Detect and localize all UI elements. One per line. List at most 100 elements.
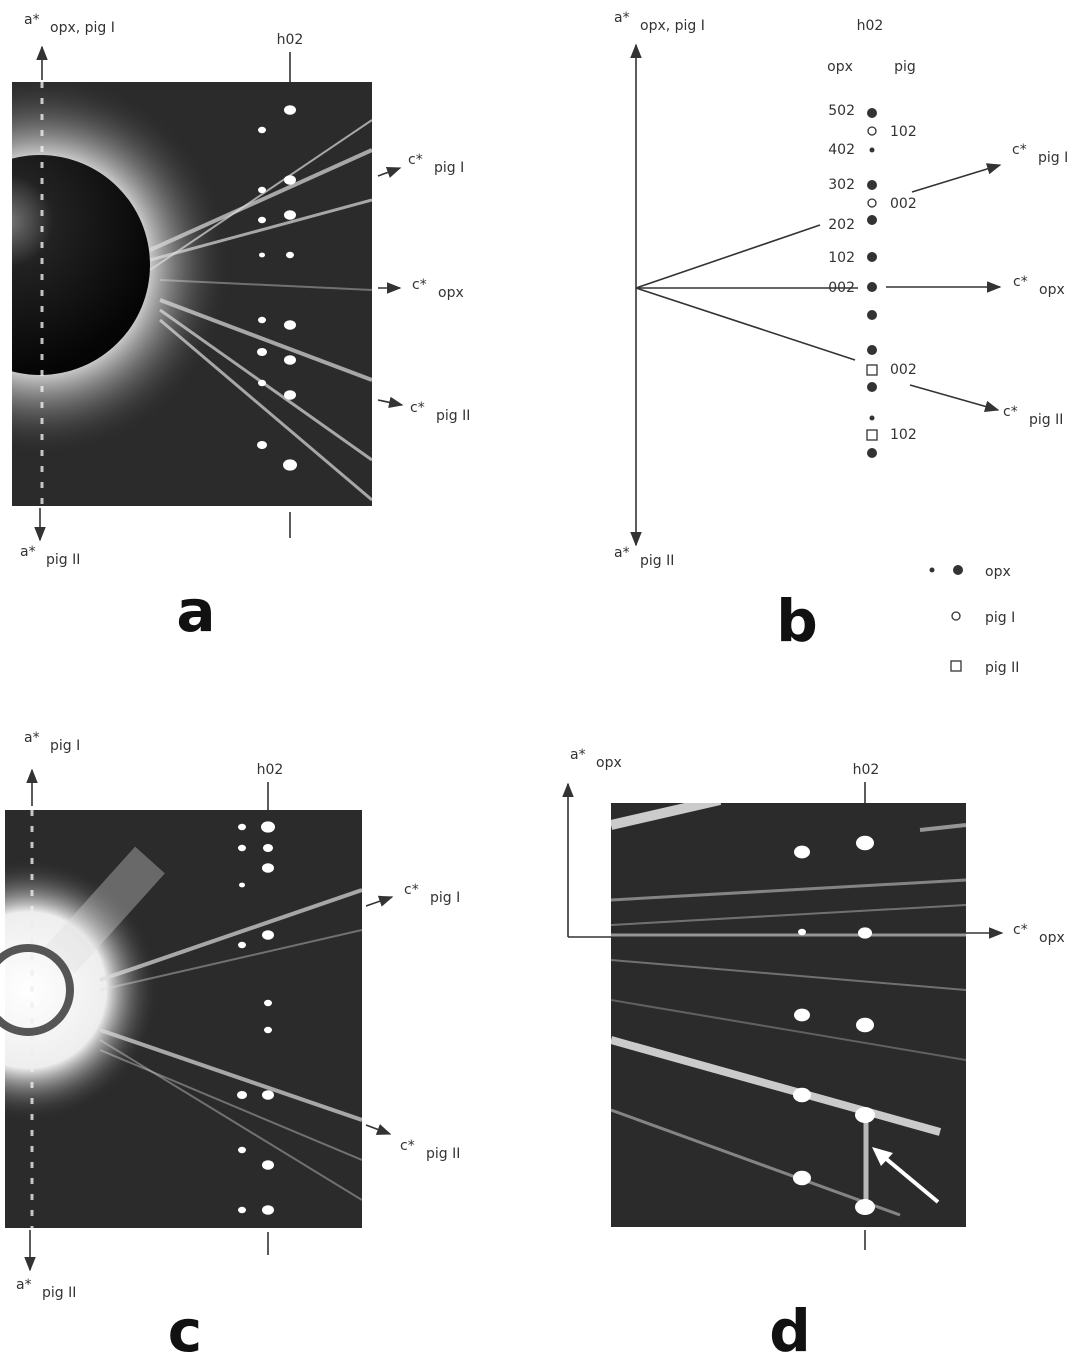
spot bbox=[238, 845, 246, 851]
spot bbox=[284, 320, 296, 330]
axis-symbol: c* bbox=[1013, 274, 1028, 290]
opx-index: 402 bbox=[828, 142, 855, 158]
opx-reflection bbox=[867, 215, 877, 225]
spot bbox=[264, 1000, 272, 1006]
h02-label: h02 bbox=[277, 32, 304, 48]
spot bbox=[264, 1027, 272, 1033]
pig-i-reflection bbox=[868, 199, 876, 207]
spot bbox=[238, 1147, 246, 1153]
spot bbox=[262, 1205, 274, 1215]
axis-symbol: a* bbox=[16, 1277, 32, 1293]
spot bbox=[263, 844, 273, 852]
spot bbox=[262, 1160, 274, 1170]
pig-ii-reflection bbox=[867, 365, 877, 375]
axis-arrow bbox=[366, 1125, 390, 1134]
axis-subscript: pig I bbox=[434, 160, 464, 176]
diffraction-photo bbox=[611, 803, 966, 1227]
axis-arrow bbox=[910, 385, 998, 410]
axis-symbol: a* bbox=[24, 12, 40, 28]
spot bbox=[261, 821, 275, 832]
axis-symbol: a* bbox=[24, 730, 40, 746]
legend-label: pig I bbox=[985, 610, 1015, 626]
axis-subscript: pig II bbox=[640, 553, 674, 569]
axis-subscript: opx bbox=[596, 755, 622, 771]
spot bbox=[258, 380, 266, 386]
axis-subscript: opx, pig I bbox=[640, 18, 705, 34]
spot bbox=[793, 1088, 811, 1102]
axis-line bbox=[636, 288, 855, 360]
spot bbox=[794, 1009, 810, 1022]
spot bbox=[284, 210, 296, 220]
legend-symbol bbox=[930, 568, 935, 573]
axis-arrow bbox=[378, 400, 402, 405]
legend-symbol bbox=[951, 661, 961, 671]
opx-index: 502 bbox=[828, 103, 855, 119]
axis-subscript: pig I bbox=[430, 890, 460, 906]
h02-label: h02 bbox=[857, 18, 884, 34]
spot bbox=[858, 927, 872, 938]
spot bbox=[262, 1090, 274, 1100]
axis-subscript: opx, pig I bbox=[50, 20, 115, 36]
pig-index: 002 bbox=[890, 362, 917, 378]
axis-symbol: a* bbox=[570, 747, 586, 763]
legend-symbol bbox=[952, 612, 960, 620]
panel-letter: c bbox=[168, 1297, 202, 1361]
spot bbox=[259, 253, 265, 258]
opx-reflection bbox=[867, 108, 877, 118]
opx-reflection bbox=[870, 148, 875, 153]
axis-subscript: opx bbox=[438, 285, 464, 301]
spot bbox=[855, 1107, 875, 1123]
axis-subscript: pig II bbox=[436, 408, 470, 424]
axis-arrow bbox=[378, 168, 400, 176]
spot bbox=[238, 942, 246, 948]
opx-index: 102 bbox=[828, 250, 855, 266]
axis-symbol: c* bbox=[1013, 922, 1028, 938]
opx-index: 202 bbox=[828, 217, 855, 233]
panel-letter: b bbox=[776, 587, 818, 655]
opx-reflection bbox=[867, 310, 877, 320]
axis-symbol: c* bbox=[412, 277, 427, 293]
axis-subscript: pig II bbox=[42, 1285, 76, 1301]
axis-subscript: opx bbox=[1039, 930, 1065, 946]
spot bbox=[262, 930, 274, 940]
axis-subscript: pig II bbox=[1029, 412, 1063, 428]
spot bbox=[798, 929, 806, 935]
opx-reflection bbox=[867, 180, 877, 190]
axis-symbol: a* bbox=[20, 544, 36, 560]
opx-reflection bbox=[867, 345, 877, 355]
axis-symbol: c* bbox=[1003, 404, 1018, 420]
opx-reflection bbox=[867, 282, 877, 292]
pig-index: 102 bbox=[890, 427, 917, 443]
panel-letter: a bbox=[176, 577, 215, 645]
axis-symbol: c* bbox=[1012, 142, 1027, 158]
axis-arrow bbox=[366, 897, 392, 906]
spot bbox=[284, 355, 296, 365]
spot bbox=[238, 824, 246, 830]
spot bbox=[258, 187, 266, 193]
spot bbox=[284, 105, 296, 115]
spot bbox=[258, 127, 266, 133]
axis-subscript: opx bbox=[1039, 282, 1065, 298]
axis-subscript: pig I bbox=[50, 738, 80, 754]
figure: h02 a* opx, pig I c* pig I c* opx c* pig II a* pig… bbox=[0, 0, 1092, 1361]
column-header: pig bbox=[894, 59, 916, 75]
spot bbox=[262, 863, 274, 873]
spot bbox=[283, 459, 297, 470]
spot bbox=[855, 1199, 875, 1215]
axis-symbol: c* bbox=[410, 400, 425, 416]
spot bbox=[284, 390, 296, 400]
panel-letter: d bbox=[769, 1297, 811, 1361]
opx-reflection bbox=[870, 416, 875, 421]
column-header: opx bbox=[827, 59, 853, 75]
axis-symbol: c* bbox=[408, 152, 423, 168]
opx-reflection bbox=[867, 252, 877, 262]
axis-symbol: c* bbox=[404, 882, 419, 898]
spot bbox=[794, 846, 810, 859]
legend-label: pig II bbox=[985, 660, 1019, 676]
spot bbox=[258, 317, 266, 323]
opx-index: 002 bbox=[828, 280, 855, 296]
h02-label: h02 bbox=[853, 762, 880, 778]
axis-symbol: a* bbox=[614, 10, 630, 26]
opx-index: 302 bbox=[828, 177, 855, 193]
pig-ii-reflection bbox=[867, 430, 877, 440]
